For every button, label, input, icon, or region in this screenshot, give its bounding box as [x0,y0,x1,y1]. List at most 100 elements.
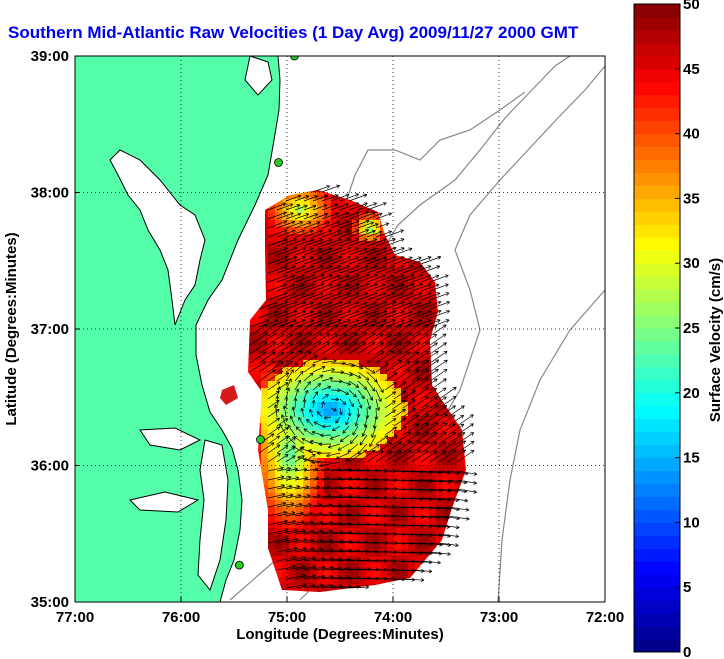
velocity-arrow-head [282,324,285,329]
velocity-arrow-head [310,238,314,240]
speed-field-cell [310,591,318,592]
velocity-arrow-head [355,238,359,240]
velocity-arrow [402,360,419,373]
speed-field-cell [268,360,276,368]
speed-field-cell [359,528,367,536]
velocity-arrow-head [303,310,306,314]
y-tick-label: 39:00 [31,48,69,65]
velocity-arrow-head [315,355,318,359]
velocity-arrow-head [375,378,378,383]
speed-field-cell [324,227,332,235]
velocity-arrow-head [352,432,357,436]
velocity-arrow-head [438,535,443,538]
speed-field-cell [415,500,423,508]
velocity-arrow-head [277,409,280,413]
velocity-arrow-head [281,414,285,418]
velocity-arrow-head [272,360,276,365]
velocity-arrow-head [356,539,361,542]
velocity-arrow [357,310,377,319]
speed-field-cell [429,472,437,480]
speed-field-cell [310,472,318,480]
velocity-arrow [312,342,330,355]
speed-field-cell [352,269,360,277]
velocity-arrow [267,292,288,301]
velocity-arrow-head [438,499,442,502]
velocity-arrow-head [283,265,288,267]
speed-field-cell [387,262,395,270]
speed-field-cell [268,444,276,452]
velocity-arrow [402,351,420,364]
velocity-arrow-head [293,238,297,242]
velocity-arrow-head [340,370,345,373]
speed-field-cell [268,472,276,480]
speed-field-cell [310,514,318,522]
velocity-arrow [285,437,296,445]
velocity-arrow [447,414,464,427]
velocity-arrow-head [302,582,307,585]
velocity-arrow-head [336,324,339,329]
speed-field-cell [429,409,437,417]
velocity-arrow-head [329,556,334,559]
velocity-arrow [323,416,332,419]
x-tick-label: 73:00 [480,609,518,626]
velocity-arrow [384,229,404,238]
speed-field-cell [303,269,311,277]
speed-field-cell [408,563,416,571]
speed-field-cell [338,206,346,214]
speed-field-cell [366,570,374,578]
velocity-arrow [402,265,423,274]
speed-field-cell [380,486,388,494]
velocity-arrow-head [318,310,322,312]
velocity-arrow-head [375,576,379,579]
speed-field-cell [282,339,290,347]
speed-field-cell [359,423,367,431]
velocity-arrow [330,275,350,283]
velocity-arrow-head [354,393,357,398]
velocity-arrow-head [420,516,425,520]
velocity-arrow-head [363,202,368,204]
velocity-arrow-head [302,229,305,234]
speed-field-cell [310,276,318,284]
velocity-arrow-head [403,417,407,422]
velocity-arrow-head [275,319,279,323]
velocity-arrow [285,521,305,526]
velocity-arrow [375,284,395,292]
speed-field-cell [443,500,451,508]
velocity-arrow-head [428,265,432,269]
speed-field-cell [261,416,269,424]
speed-field-cell [338,353,346,361]
velocity-arrow-head [382,265,386,267]
speed-field-cell [303,479,311,487]
velocity-arrow [375,292,396,301]
speed-field-cell [317,570,325,578]
speed-field-cell [324,332,332,340]
speed-field-cell [338,500,346,508]
velocity-arrow-head [385,222,389,224]
velocity-arrow-head [354,342,358,346]
velocity-arrow-head [419,292,423,296]
velocity-arrow [420,515,440,519]
velocity-arrow-head [347,557,351,560]
velocity-arrow [321,567,342,571]
radar-station-marker [274,158,283,167]
velocity-arrow-head [277,400,280,404]
speed-field-cell [443,437,451,445]
velocity-arrow-head [404,426,407,430]
velocity-arrow [326,452,341,457]
speed-field-cell [401,458,409,466]
velocity-arrow-head [335,204,338,208]
velocity-arrow [420,388,437,400]
speed-field-cell [310,500,318,508]
speed-field-cell [380,283,388,291]
speed-field-cell [436,472,444,480]
speed-field-cell [436,430,444,438]
velocity-arrow-head [403,409,406,413]
velocity-arrow-head [373,292,378,294]
velocity-arrow [267,381,281,391]
speed-field-cell [436,437,444,445]
velocity-arrow-head [283,247,288,249]
velocity-arrow-head [299,221,303,223]
velocity-arrow [366,202,387,211]
speed-field-cell [345,360,353,368]
speed-field-cell [429,535,437,543]
